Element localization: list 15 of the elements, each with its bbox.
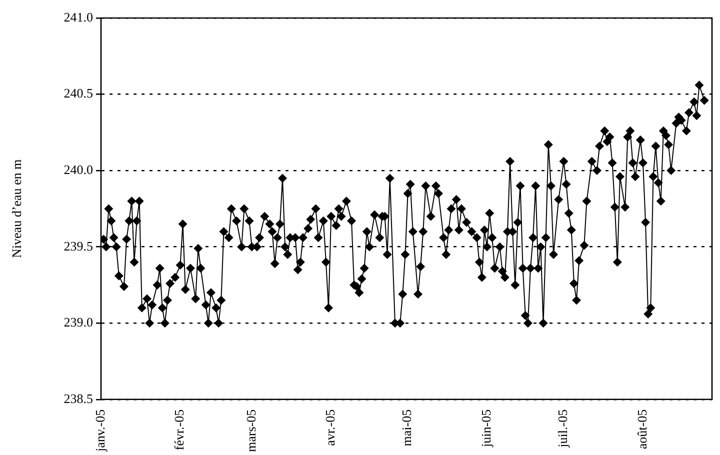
x-tick-label: févr.-05 [172, 409, 187, 450]
y-tick-label: 240.0 [64, 162, 93, 177]
y-tick-label: 239.0 [64, 314, 93, 330]
x-tick-label: juin-05 [478, 409, 494, 448]
x-tick-label: mai-05 [399, 409, 414, 446]
x-tick-label: janv.-05 [92, 409, 108, 453]
y-tick-label: 239.5 [64, 238, 93, 254]
y-tick-label: 240.5 [64, 86, 93, 101]
x-tick-label: avr.-05 [322, 409, 338, 446]
y-axis-title: Niveau d’eau en m [9, 159, 24, 258]
x-tick-label: août-05 [634, 409, 650, 450]
y-tick-label: 238.5 [64, 390, 93, 406]
y-tick-label: 241.0 [64, 9, 93, 24]
x-tick-label: juil.-05 [555, 409, 570, 448]
x-tick-label: mars-05 [243, 409, 258, 452]
